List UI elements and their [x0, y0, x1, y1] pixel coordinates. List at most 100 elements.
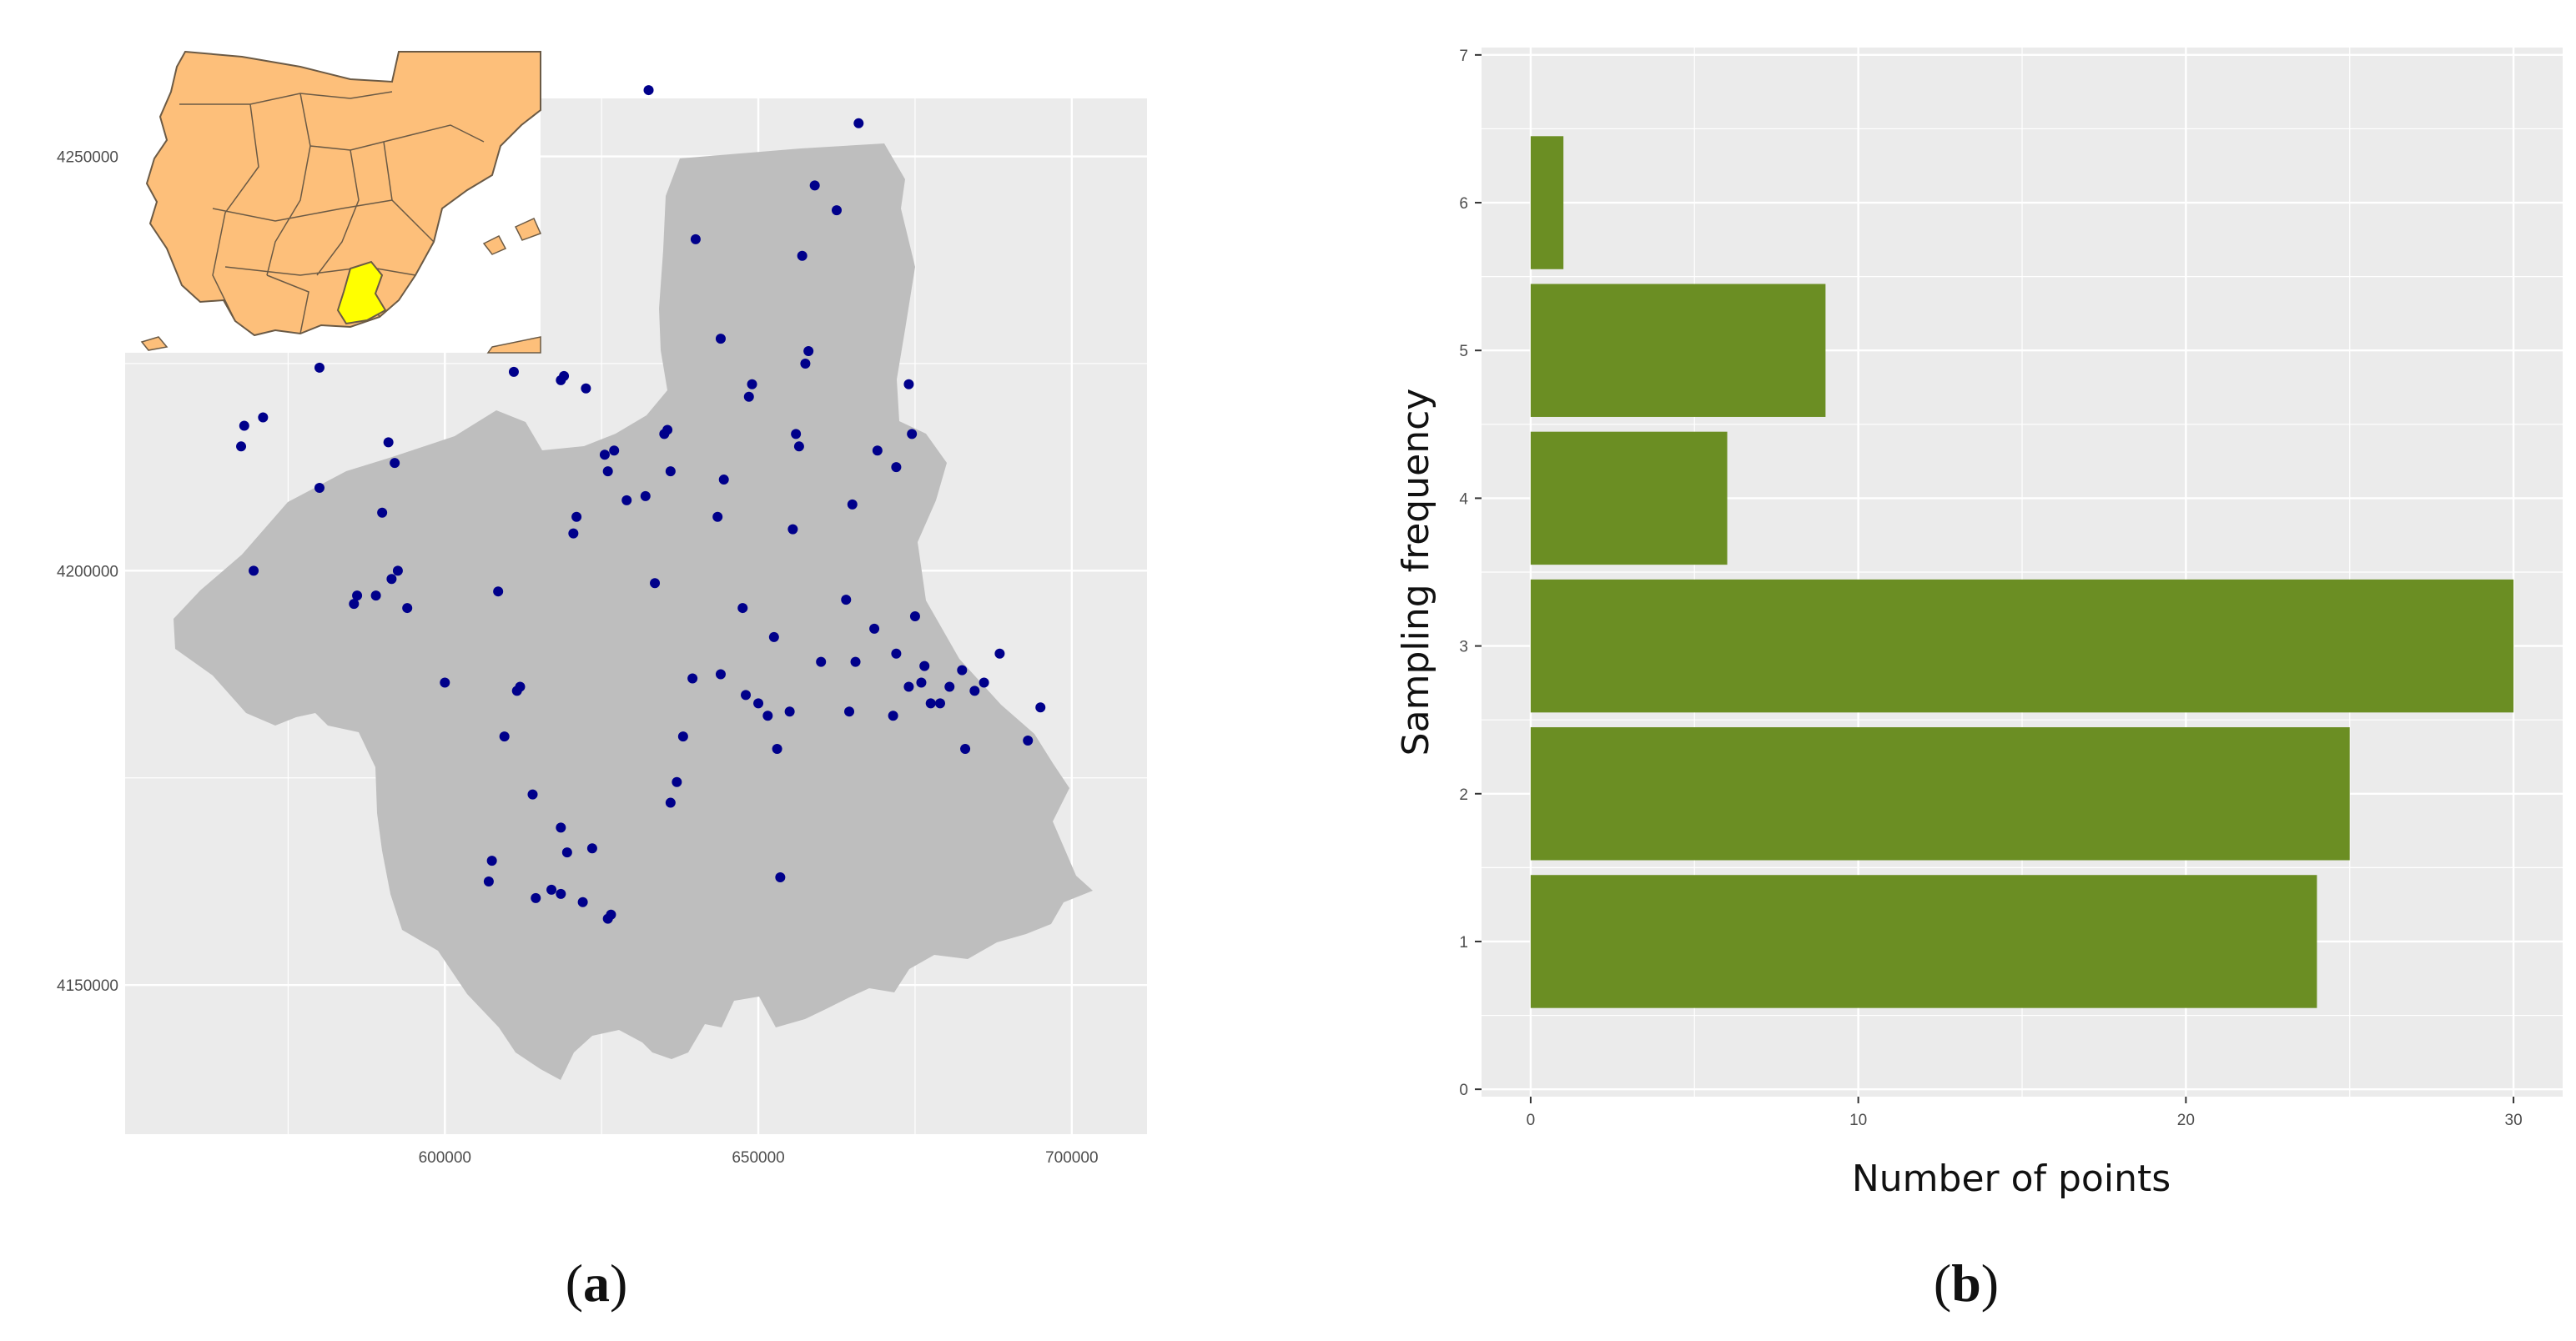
sample-point	[784, 706, 795, 717]
sample-point	[787, 524, 798, 535]
sample-point	[872, 445, 883, 456]
sample-point	[258, 412, 269, 423]
sample-point	[803, 346, 814, 357]
bar-x-tick-label: 30	[2505, 1112, 2523, 1129]
sample-point	[715, 334, 726, 344]
sample-point	[741, 690, 752, 701]
bar-y-tick-label: 1	[1459, 934, 1468, 952]
sample-point	[546, 884, 557, 895]
bar-x-tick-label: 10	[1849, 1112, 1867, 1129]
sample-point	[556, 822, 566, 833]
sample-point	[994, 648, 1005, 659]
sample-point	[677, 731, 688, 742]
sample-point	[888, 711, 898, 721]
sample-point	[599, 450, 610, 460]
x-axis-title: Number of points	[1852, 1158, 2171, 1200]
sample-point	[571, 511, 582, 522]
sample-point	[762, 711, 773, 721]
sample-point	[672, 776, 682, 787]
sample-point	[772, 743, 782, 754]
sample-point	[352, 590, 363, 601]
bar-y-tick-label: 0	[1459, 1082, 1468, 1099]
sample-point	[577, 897, 588, 907]
sample-point	[869, 623, 880, 634]
sample-point	[486, 856, 497, 866]
sample-point	[775, 871, 786, 882]
bar	[1530, 284, 1826, 417]
sample-point	[511, 686, 522, 696]
sample-point	[386, 574, 397, 585]
bar-y-tick-label: 4	[1459, 490, 1468, 508]
sample-point	[747, 379, 757, 389]
sample-point	[621, 495, 632, 505]
sample-point	[909, 611, 920, 621]
sample-point	[841, 595, 852, 605]
y-axis-title: Sampling frequency	[1395, 389, 1437, 756]
sample-point	[662, 424, 673, 435]
sample-point	[1035, 702, 1046, 713]
sample-point	[440, 677, 450, 688]
bar-y-tick-label: 3	[1459, 639, 1468, 656]
sample-point	[531, 892, 541, 903]
sample-point	[831, 205, 842, 216]
inset-map	[125, 48, 542, 354]
sample-point	[383, 437, 394, 448]
sample-point	[499, 731, 510, 742]
map-x-tick-labels: 600000 650000 700000	[419, 1149, 1099, 1167]
sample-point	[687, 673, 698, 684]
bar	[1530, 579, 2514, 713]
sample-point	[800, 358, 811, 369]
inset-map-borders	[179, 91, 485, 334]
sample-point	[609, 445, 620, 456]
sample-point	[314, 362, 325, 373]
bar-chart-panel: 0 10 20 30 0 1 2 3 4 5 6 7 Number of points Sampli…	[1395, 48, 2563, 1200]
sample-point	[586, 843, 597, 854]
sample-points	[236, 85, 1046, 924]
sample-point	[483, 876, 494, 886]
sample-point	[602, 913, 613, 924]
bar-x-tick-label: 20	[2177, 1112, 2195, 1129]
sample-point	[1023, 736, 1034, 746]
panel-b-caption: (b)	[1934, 1253, 1999, 1313]
sample-point	[402, 603, 413, 614]
sample-point	[665, 466, 676, 477]
map-x-tick-label: 600000	[419, 1149, 471, 1167]
sample-point	[753, 698, 764, 709]
sample-point	[349, 599, 360, 610]
sample-point	[239, 420, 249, 431]
sample-point	[527, 789, 538, 800]
bar-y-tick-label: 6	[1459, 195, 1468, 213]
sample-point	[791, 429, 802, 439]
bar-y-tick-labels: 0 1 2 3 4 5 6 7	[1459, 48, 1482, 1099]
sample-point	[957, 665, 968, 676]
inset-map-islands	[140, 218, 542, 354]
sample-point	[797, 250, 808, 261]
map-y-tick-label: 4150000	[57, 977, 118, 995]
sample-point	[847, 499, 858, 510]
sample-point	[561, 847, 572, 858]
sample-point	[718, 475, 729, 485]
sample-point	[916, 677, 927, 688]
sample-point	[715, 669, 726, 680]
inset-map-land	[145, 50, 541, 337]
map-y-tick-label: 4200000	[57, 563, 118, 580]
sample-point	[903, 681, 914, 692]
sample-point	[390, 458, 400, 469]
sample-point	[493, 586, 504, 597]
sample-point	[907, 429, 918, 439]
bar-x-tick-labels: 0 10 20 30	[1527, 1097, 2523, 1129]
sample-point	[903, 379, 914, 389]
sample-point	[891, 462, 902, 473]
sample-point	[643, 85, 654, 96]
sample-point	[969, 686, 980, 696]
map-y-tick-labels: 4150000 4200000 4250000	[57, 149, 118, 996]
sample-point	[979, 677, 989, 688]
sample-point	[665, 797, 676, 808]
sample-point	[853, 118, 864, 128]
sample-point	[793, 441, 804, 452]
sample-point	[768, 631, 779, 642]
sample-point	[737, 603, 748, 614]
sample-point	[556, 888, 566, 899]
sample-point	[602, 466, 613, 477]
